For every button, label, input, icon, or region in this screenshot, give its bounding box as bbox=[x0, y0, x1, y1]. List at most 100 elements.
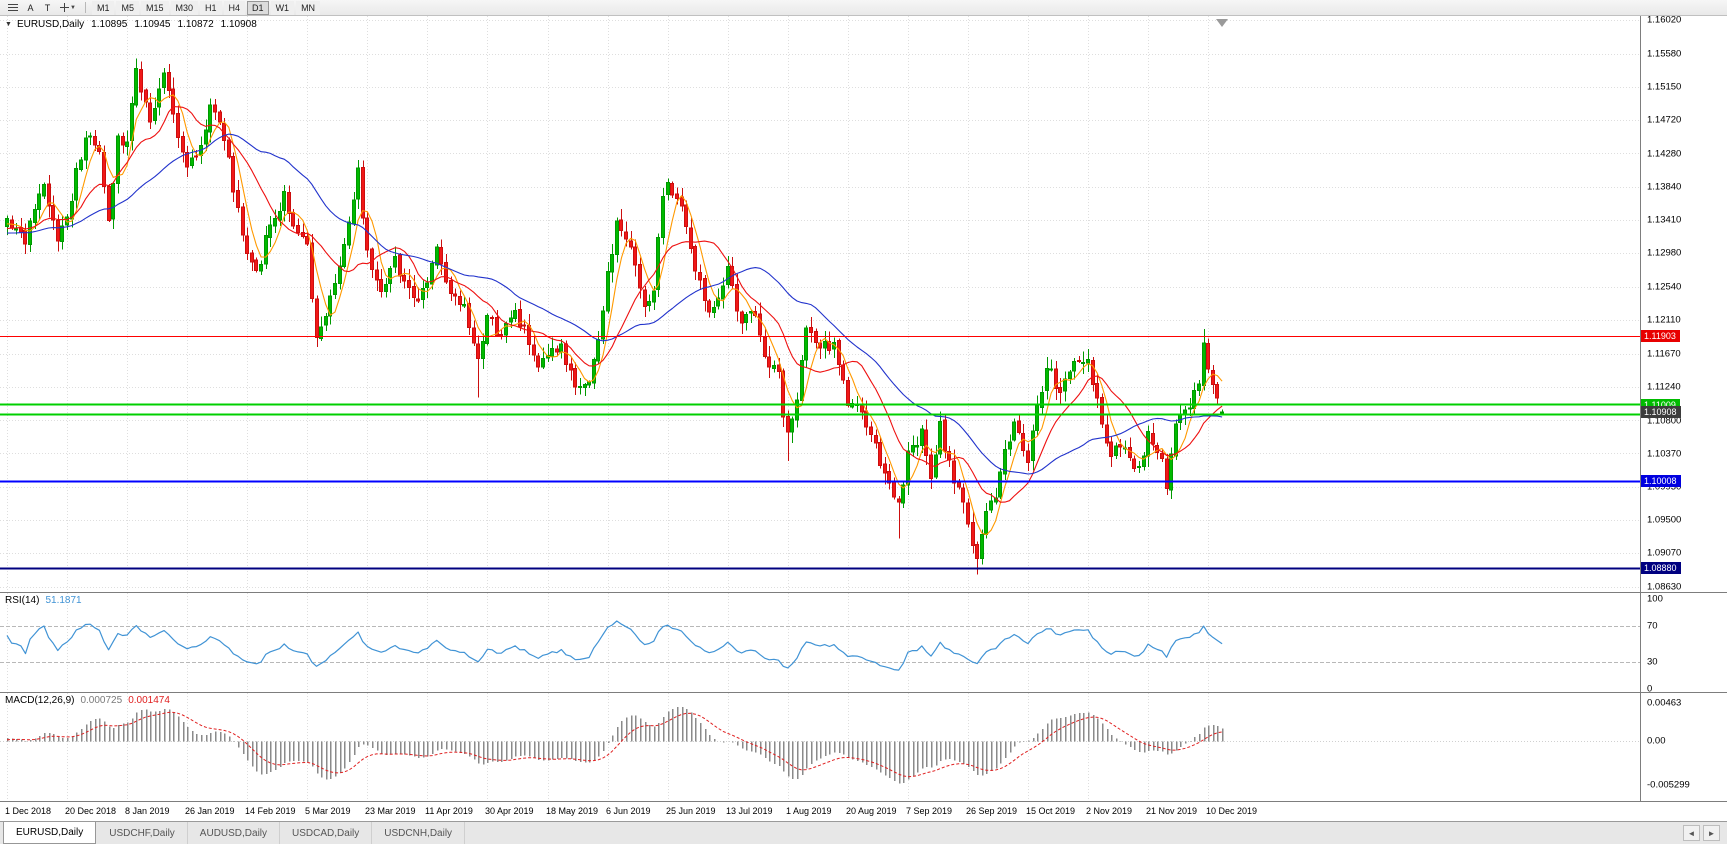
candle-body bbox=[1188, 407, 1192, 410]
candle-body bbox=[647, 301, 651, 307]
price-axis-label: 1.12540 bbox=[1647, 281, 1682, 293]
menu-icon[interactable] bbox=[5, 1, 21, 14]
candle-body bbox=[920, 428, 924, 446]
price-axis-label: 1.12110 bbox=[1647, 314, 1681, 326]
price-axis[interactable]: 1.16020 1.15580 1.15150 1.14720 1.14280 1.138… bbox=[1640, 16, 1727, 592]
candle-body bbox=[1118, 444, 1122, 448]
time-axis-label: 30 Apr 2019 bbox=[485, 806, 534, 816]
candle-body bbox=[1169, 453, 1173, 491]
candle-body bbox=[402, 274, 406, 282]
timeframe-button-m1[interactable]: M1 bbox=[91, 0, 115, 15]
chart-shift-marker-icon[interactable] bbox=[1216, 19, 1228, 27]
price-axis-label: 1.09500 bbox=[1647, 514, 1682, 526]
timeframe-button-mn[interactable]: MN bbox=[296, 0, 321, 15]
ma-line-34[interactable] bbox=[6, 133, 1223, 475]
tab-scroll-right-icon[interactable]: ► bbox=[1703, 825, 1720, 841]
candle-body bbox=[1132, 458, 1136, 469]
candle-body bbox=[980, 534, 984, 559]
candle-body bbox=[254, 259, 258, 271]
candle-body bbox=[416, 298, 420, 302]
macd-signal-line bbox=[6, 711, 1223, 778]
price-chart-canvas[interactable] bbox=[0, 16, 1640, 592]
candle-body bbox=[1109, 441, 1113, 457]
candle-body bbox=[522, 324, 526, 327]
rsi-line bbox=[6, 620, 1223, 671]
tab-usdchf-daily[interactable]: USDCHF,Daily bbox=[97, 822, 188, 844]
candle-body bbox=[97, 145, 101, 152]
candle-body bbox=[684, 204, 688, 228]
rsi-panel: RSI(14) 51.1871 100 70 30 0 bbox=[0, 592, 1727, 692]
timeframe-button-m15[interactable]: M15 bbox=[140, 0, 169, 15]
candle-body bbox=[435, 246, 439, 266]
candle-body bbox=[47, 183, 51, 207]
tab-audusd-daily[interactable]: AUDUSD,Daily bbox=[188, 822, 281, 844]
rsi-value: 51.1871 bbox=[45, 595, 82, 606]
candle-body bbox=[194, 155, 198, 158]
candle-body bbox=[153, 108, 157, 121]
candle-body bbox=[790, 418, 794, 433]
price-axis-label: 1.11670 bbox=[1647, 348, 1681, 360]
time-axis-label: 15 Oct 2019 bbox=[1026, 806, 1076, 816]
candle-body bbox=[1017, 420, 1021, 433]
rsi-axis-label: 0 bbox=[1647, 683, 1653, 693]
candle-body bbox=[324, 316, 328, 326]
macd-histogram bbox=[6, 706, 1224, 784]
time-axis-label: 21 Nov 2019 bbox=[1146, 806, 1198, 816]
tab-scroll-left-icon[interactable]: ◄ bbox=[1683, 825, 1700, 841]
candle-body bbox=[555, 348, 559, 353]
time-axis-label: 10 Dec 2019 bbox=[1206, 806, 1258, 816]
time-axis-label: 14 Feb 2019 bbox=[245, 806, 296, 816]
candle-body bbox=[971, 522, 975, 547]
candle-body bbox=[1160, 452, 1164, 459]
ma-line-13[interactable] bbox=[6, 106, 1223, 503]
candle-body bbox=[407, 279, 411, 288]
tab-usdcnh-daily[interactable]: USDCNH,Daily bbox=[372, 822, 466, 844]
time-axis-label: 8 Jan 2019 bbox=[125, 806, 170, 816]
chart-tabbar: EURUSD,Daily USDCHF,Daily AUDUSD,Daily USDC… bbox=[0, 821, 1727, 844]
candle-body bbox=[467, 303, 471, 329]
candle-body bbox=[1077, 360, 1081, 363]
candle-body bbox=[190, 157, 194, 167]
timeframe-button-h4[interactable]: H4 bbox=[223, 0, 246, 15]
candle-body bbox=[509, 317, 513, 323]
time-axis-label: 23 Mar 2019 bbox=[365, 806, 416, 816]
timeframe-button-m30[interactable]: M30 bbox=[170, 0, 199, 15]
time-axis-label: 1 Dec 2018 bbox=[5, 806, 52, 816]
time-axis-label: 13 Jul 2019 bbox=[726, 806, 773, 816]
candle-body bbox=[698, 272, 702, 281]
rsi-canvas[interactable] bbox=[0, 593, 1640, 692]
candle-body bbox=[1063, 378, 1067, 392]
candle-body bbox=[70, 201, 74, 220]
candle-body bbox=[1021, 432, 1025, 451]
timeframe-button-m5[interactable]: M5 bbox=[116, 0, 139, 15]
timeframe-button-h1[interactable]: H1 bbox=[200, 0, 222, 15]
candle-body bbox=[291, 212, 295, 227]
timeframe-button-w1[interactable]: W1 bbox=[270, 0, 295, 15]
candle-body bbox=[338, 265, 342, 285]
timeframe-button-d1[interactable]: D1 bbox=[247, 0, 269, 15]
text-tool-button[interactable]: T bbox=[40, 1, 55, 14]
candle-body bbox=[573, 368, 577, 388]
macd-canvas[interactable] bbox=[0, 693, 1640, 801]
price-line-tag: 1.11903 bbox=[1641, 329, 1680, 342]
rsi-axis[interactable]: 100 70 30 0 bbox=[1640, 593, 1727, 692]
candle-body bbox=[430, 262, 434, 285]
candle-body bbox=[716, 297, 720, 307]
candle-body bbox=[527, 325, 531, 345]
candle-body bbox=[777, 364, 781, 372]
candle-body bbox=[984, 510, 988, 536]
time-axis[interactable]: 1 Dec 2018 20 Dec 2018 8 Jan 2019 26 Jan 20… bbox=[0, 802, 1727, 821]
candle-body bbox=[837, 340, 841, 366]
candle-body bbox=[911, 444, 915, 453]
ma-line-5[interactable] bbox=[6, 94, 1223, 536]
candle-body bbox=[966, 502, 970, 525]
crosshair-tool-button[interactable]: ▼ bbox=[57, 1, 79, 14]
macd-axis[interactable]: 0.00463 0.00 -0.005299 bbox=[1640, 693, 1727, 801]
candle-body bbox=[569, 363, 573, 371]
tab-eurusd-daily[interactable]: EURUSD,Daily bbox=[3, 822, 97, 844]
time-axis-label: 5 Mar 2019 bbox=[305, 806, 351, 816]
tab-usdcad-daily[interactable]: USDCAD,Daily bbox=[280, 822, 373, 844]
font-tool-button[interactable]: A bbox=[23, 1, 38, 14]
timeframe-buttons: M1 M5 M15 M30 H1 H4 D1 W1 MN bbox=[91, 0, 321, 15]
